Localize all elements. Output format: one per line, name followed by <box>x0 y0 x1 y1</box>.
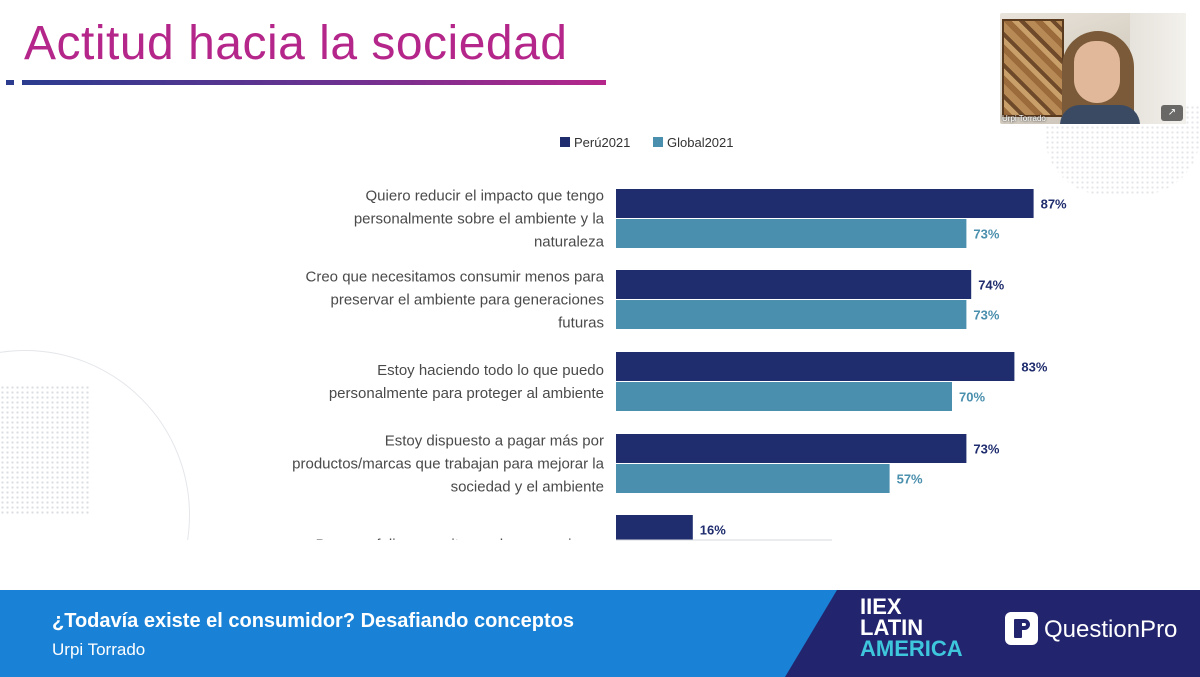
legend-swatch-0 <box>560 137 570 147</box>
slide-title: Actitud hacia la sociedad <box>24 17 568 70</box>
category-label-0-0: Quiero reducir el impacto que tengo <box>366 188 604 205</box>
value-label-0-4: 16% <box>700 523 726 538</box>
category-label-1-2: futuras <box>558 315 604 332</box>
bar-1-1 <box>616 300 967 329</box>
bar-0-0 <box>616 189 1034 218</box>
speaker-name: Urpi Torrado <box>52 640 146 659</box>
value-label-0-3: 73% <box>973 442 999 457</box>
questionpro-logo-icon <box>1005 612 1038 645</box>
category-label-2-0: Estoy haciendo todo lo que puedo <box>377 362 604 379</box>
bottom-banner: ¿Todavía existe el consumidor? Desafiand… <box>0 590 1200 677</box>
bar-0-2 <box>616 352 1015 381</box>
value-label-0-0: 87% <box>1041 197 1067 212</box>
decorative-dot-pattern <box>0 385 90 515</box>
speaker-face <box>1074 41 1120 103</box>
bar-0-1 <box>616 270 972 299</box>
background-painting <box>1002 19 1064 117</box>
value-label-1-1: 73% <box>973 308 999 323</box>
bar-1-3 <box>616 464 890 493</box>
legend-label-1: Global2021 <box>667 135 734 150</box>
iiex-logo-line2: LATIN <box>860 615 924 640</box>
value-label-1-2: 70% <box>959 390 985 405</box>
legend-swatch-1 <box>653 137 663 147</box>
speaker-video-thumbnail[interactable]: Urpi Torrado ↗ <box>1000 13 1186 124</box>
bar-1-2 <box>616 382 952 411</box>
chart-crop-mask <box>0 540 1200 590</box>
bar-chart: Perú2021 Global2021 Quiero reducir el impa… <box>0 135 1200 590</box>
talk-title: ¿Todavía existe el consumidor? Desafiand… <box>52 610 574 632</box>
value-label-1-0: 73% <box>973 227 999 242</box>
speaker-body <box>1060 105 1140 124</box>
iiex-logo-line1: IIEX <box>860 594 902 619</box>
category-label-1-1: preservar el ambiente para generaciones <box>331 292 605 309</box>
category-label-3-2: sociedad y el ambiente <box>451 479 604 496</box>
category-label-3-1: productos/marcas que trabajan para mejor… <box>292 456 604 473</box>
value-label-0-2: 83% <box>1021 360 1047 375</box>
bar-1-0 <box>616 219 967 248</box>
expand-icon[interactable]: ↗ <box>1161 105 1183 121</box>
bar-0-4 <box>616 515 693 544</box>
questionpro-logo-text: QuestionPro <box>1044 616 1178 643</box>
title-rule-accent <box>6 80 14 85</box>
title-underline <box>22 80 606 85</box>
value-label-1-3: 57% <box>897 472 923 487</box>
video-name-tag: Urpi Torrado <box>1002 114 1046 123</box>
iiex-latin-america-logo: IIEX LATIN AMERICA <box>860 594 963 661</box>
category-label-0-2: naturaleza <box>534 234 605 251</box>
category-label-2-1: personalmente para proteger al ambiente <box>329 385 604 402</box>
category-label-1-0: Creo que necesitamos consumir menos para <box>306 269 605 286</box>
value-label-0-1: 74% <box>978 278 1004 293</box>
iiex-logo-line3: AMERICA <box>860 636 963 661</box>
legend-label-0: Perú2021 <box>574 135 630 150</box>
category-label-0-1: personalmente sobre el ambiente y la <box>354 211 605 228</box>
bar-0-3 <box>616 434 967 463</box>
brand-panel: IIEX LATIN AMERICA QuestionPro <box>785 590 1200 677</box>
category-label-3-0: Estoy dispuesto a pagar más por <box>385 433 604 450</box>
